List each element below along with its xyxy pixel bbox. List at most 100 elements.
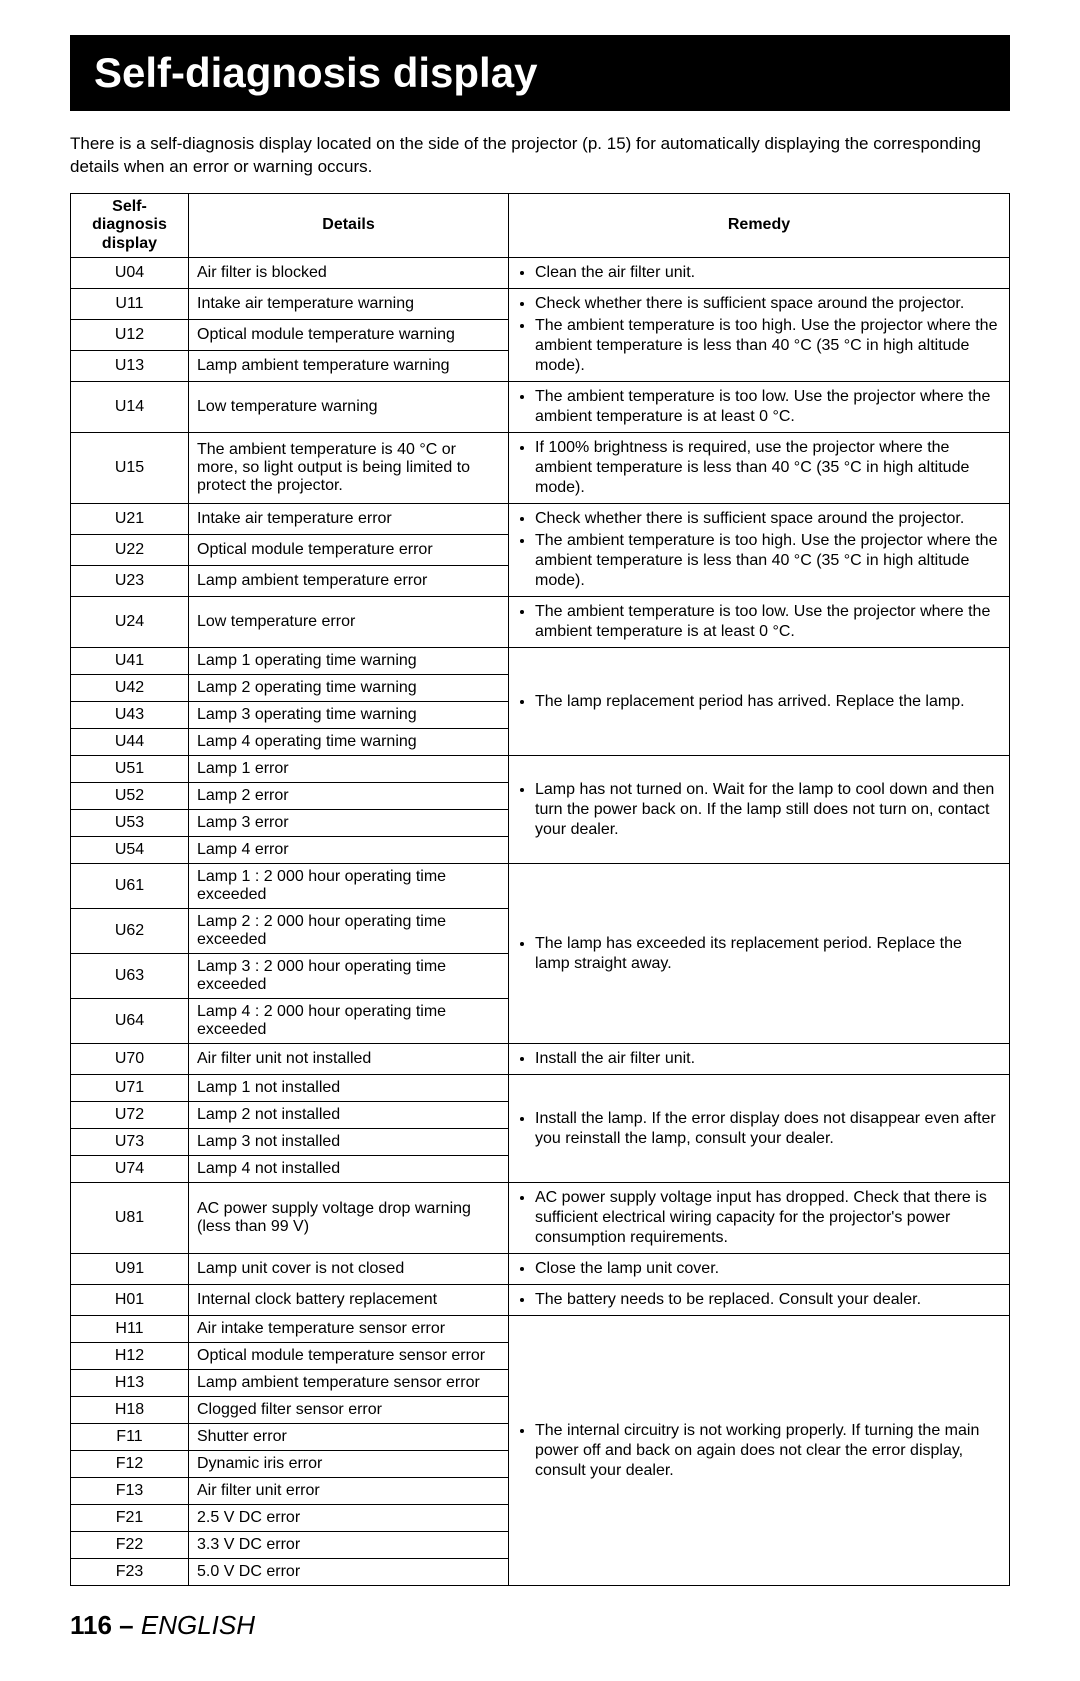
table-row: U51Lamp 1 errorLamp has not turned on. W… [71, 756, 1010, 783]
col-header-code: Self-diagnosis display [71, 193, 189, 257]
cell-remedy: The internal circuitry is not working pr… [509, 1316, 1010, 1586]
table-header-row: Self-diagnosis display Details Remedy [71, 193, 1010, 257]
table-row: U24Low temperature errorThe ambient temp… [71, 597, 1010, 648]
remedy-item: Check whether there is sufficient space … [535, 508, 1001, 530]
cell-code: U04 [71, 258, 189, 289]
cell-code: U62 [71, 909, 189, 954]
table-row: U15The ambient temperature is 40 °C or m… [71, 433, 1010, 504]
cell-details: Optical module temperature sensor error [189, 1343, 509, 1370]
cell-code: U91 [71, 1254, 189, 1285]
intro-text: There is a self-diagnosis display locate… [70, 133, 1010, 179]
table-row: U70Air filter unit not installedInstall … [71, 1044, 1010, 1075]
cell-remedy: If 100% brightness is required, use the … [509, 433, 1010, 504]
cell-code: U13 [71, 351, 189, 382]
cell-details: Internal clock battery replacement [189, 1285, 509, 1316]
table-row: U14Low temperature warning The ambient te… [71, 382, 1010, 433]
cell-remedy: The lamp replacement period has arrived.… [509, 648, 1010, 756]
table-row: U61Lamp 1 : 2 000 hour operating time ex… [71, 864, 1010, 909]
remedy-item: Install the lamp. If the error display d… [535, 1108, 1001, 1150]
cell-details: Air filter unit not installed [189, 1044, 509, 1075]
cell-remedy: Install the air filter unit. [509, 1044, 1010, 1075]
table-row: U81AC power supply voltage drop warning … [71, 1183, 1010, 1254]
remedy-item: The ambient temperature is too high. Use… [535, 315, 1001, 377]
table-row: U04Air filter is blocked Clean the air fi… [71, 258, 1010, 289]
cell-code: F22 [71, 1532, 189, 1559]
remedy-item: AC power supply voltage input has droppe… [535, 1187, 1001, 1249]
cell-code: U72 [71, 1102, 189, 1129]
cell-details: Clogged filter sensor error [189, 1397, 509, 1424]
cell-details: Lamp 4 operating time warning [189, 729, 509, 756]
cell-details: Lamp 3 not installed [189, 1129, 509, 1156]
cell-details: Lamp 1 operating time warning [189, 648, 509, 675]
cell-code: H13 [71, 1370, 189, 1397]
table-row: U91Lamp unit cover is not closedClose th… [71, 1254, 1010, 1285]
cell-code: U14 [71, 382, 189, 433]
cell-details: Shutter error [189, 1424, 509, 1451]
cell-details: Air filter is blocked [189, 258, 509, 289]
cell-code: F13 [71, 1478, 189, 1505]
table-row: H01Internal clock battery replacementThe… [71, 1285, 1010, 1316]
cell-code: U70 [71, 1044, 189, 1075]
remedy-item: Check whether there is sufficient space … [535, 293, 1001, 315]
cell-details: Lamp 3 error [189, 810, 509, 837]
cell-details: Optical module temperature error [189, 535, 509, 566]
cell-code: U43 [71, 702, 189, 729]
cell-details: Air intake temperature sensor error [189, 1316, 509, 1343]
cell-code: U21 [71, 504, 189, 535]
page-footer: 116 – ENGLISH [70, 1610, 1010, 1641]
cell-details: Lamp ambient temperature sensor error [189, 1370, 509, 1397]
cell-code: U64 [71, 999, 189, 1044]
cell-remedy: AC power supply voltage input has droppe… [509, 1183, 1010, 1254]
cell-code: U73 [71, 1129, 189, 1156]
cell-code: U81 [71, 1183, 189, 1254]
cell-code: U24 [71, 597, 189, 648]
table-row: H11Air intake temperature sensor errorTh… [71, 1316, 1010, 1343]
cell-details: Lamp 1 error [189, 756, 509, 783]
cell-details: 2.5 V DC error [189, 1505, 509, 1532]
table-row: U71Lamp 1 not installedInstall the lamp.… [71, 1075, 1010, 1102]
remedy-item: Lamp has not turned on. Wait for the lam… [535, 779, 1001, 841]
cell-code: U51 [71, 756, 189, 783]
remedy-item: The ambient temperature is too low. Use … [535, 386, 1001, 428]
cell-remedy: Close the lamp unit cover. [509, 1254, 1010, 1285]
cell-code: U74 [71, 1156, 189, 1183]
cell-details: Lamp 3 : 2 000 hour operating time excee… [189, 954, 509, 999]
cell-details: Dynamic iris error [189, 1451, 509, 1478]
cell-code: F12 [71, 1451, 189, 1478]
table-row: U41Lamp 1 operating time warningThe lamp… [71, 648, 1010, 675]
cell-remedy: Clean the air filter unit. [509, 258, 1010, 289]
footer-language: ENGLISH [141, 1610, 255, 1640]
remedy-item: The lamp replacement period has arrived.… [535, 691, 1001, 713]
remedy-item: Clean the air filter unit. [535, 262, 1001, 284]
cell-code: U42 [71, 675, 189, 702]
cell-code: U41 [71, 648, 189, 675]
cell-details: Intake air temperature error [189, 504, 509, 535]
cell-remedy: Install the lamp. If the error display d… [509, 1075, 1010, 1183]
cell-details: Low temperature warning [189, 382, 509, 433]
cell-details: 3.3 V DC error [189, 1532, 509, 1559]
cell-details: Lamp 1 not installed [189, 1075, 509, 1102]
cell-details: Optical module temperature warning [189, 320, 509, 351]
cell-details: Lamp 2 error [189, 783, 509, 810]
cell-code: H12 [71, 1343, 189, 1370]
cell-code: H01 [71, 1285, 189, 1316]
cell-code: U23 [71, 566, 189, 597]
cell-remedy: The ambient temperature is too low. Use … [509, 382, 1010, 433]
remedy-item: The lamp has exceeded its replacement pe… [535, 933, 1001, 975]
col-header-remedy: Remedy [509, 193, 1010, 257]
remedy-item: If 100% brightness is required, use the … [535, 437, 1001, 499]
footer-sep: – [112, 1610, 141, 1640]
diagnosis-table: Self-diagnosis display Details Remedy U0… [70, 193, 1010, 1586]
cell-code: U61 [71, 864, 189, 909]
cell-remedy: The lamp has exceeded its replacement pe… [509, 864, 1010, 1044]
cell-remedy: Check whether there is sufficient space … [509, 504, 1010, 597]
cell-remedy: The ambient temperature is too low. Use … [509, 597, 1010, 648]
cell-details: AC power supply voltage drop warning (le… [189, 1183, 509, 1254]
cell-code: U12 [71, 320, 189, 351]
page-number: 116 [70, 1610, 112, 1640]
cell-details: Lamp 2 : 2 000 hour operating time excee… [189, 909, 509, 954]
cell-details: Lamp 2 operating time warning [189, 675, 509, 702]
table-row: U11Intake air temperature warningCheck w… [71, 289, 1010, 320]
cell-remedy: Lamp has not turned on. Wait for the lam… [509, 756, 1010, 864]
cell-details: Lamp ambient temperature error [189, 566, 509, 597]
